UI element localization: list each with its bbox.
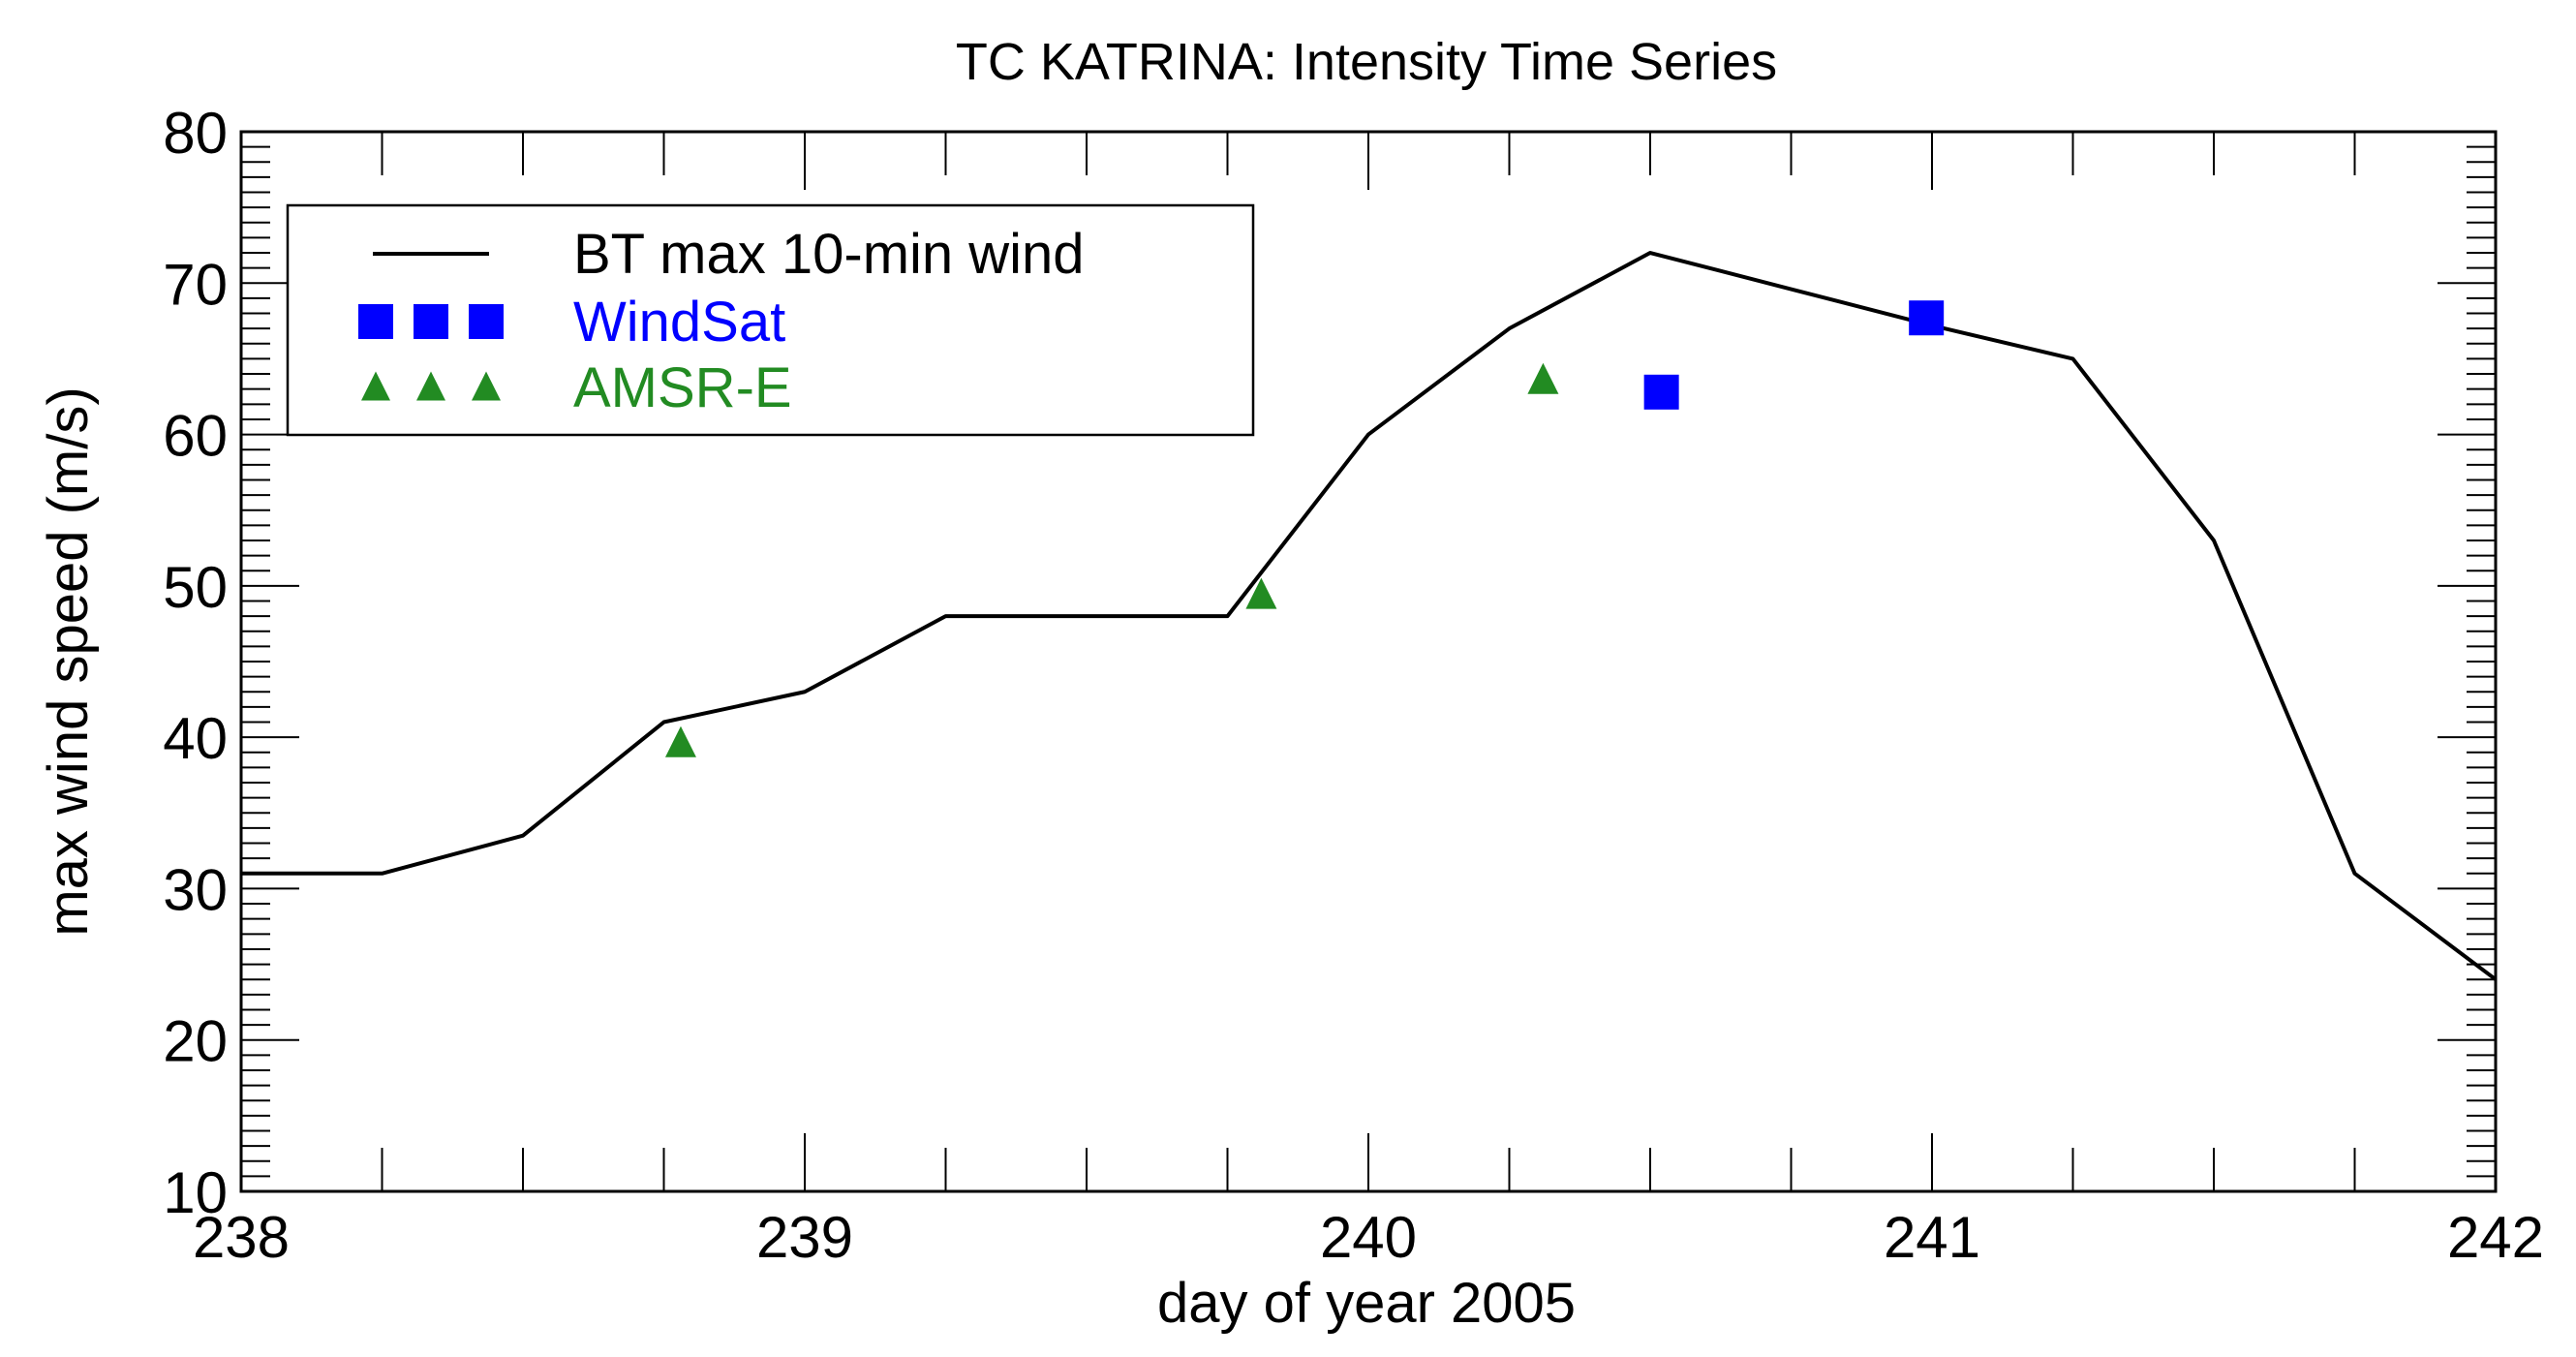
- x-tick-label: 238: [193, 1205, 290, 1270]
- x-axis-label: day of year 2005: [1157, 1272, 1576, 1335]
- amsr-e-marker: [361, 371, 390, 401]
- series-layer: [241, 251, 2498, 981]
- y-tick-label: 70: [163, 252, 228, 317]
- legend-label: WindSat: [573, 291, 785, 354]
- y-tick-label: 30: [163, 857, 228, 922]
- x-tick-label: 241: [1884, 1205, 1980, 1270]
- plot-frame: [239, 130, 2498, 1193]
- y-tick-label: 10: [163, 1160, 228, 1225]
- axis-ticks: [240, 131, 2497, 1192]
- y-tick-label: 20: [163, 1009, 228, 1074]
- amsr-e-marker: [664, 725, 696, 757]
- x-tick-label: 242: [2447, 1205, 2544, 1270]
- x-tick-label: 240: [1320, 1205, 1417, 1270]
- amsr-e-marker: [472, 371, 501, 401]
- legend-label: AMSR-E: [573, 356, 792, 419]
- tick-labels: 238 239 240 241 242 10 20 30 40 50 60 70 80: [163, 101, 2544, 1270]
- y-tick-label: 40: [163, 706, 228, 771]
- y-tick-label: 60: [163, 404, 228, 469]
- windsat-marker: [469, 304, 504, 339]
- chart-title: TC KATRINA: Intensity Time Series: [956, 33, 1777, 91]
- y-axis-label: max wind speed (m/s): [37, 386, 100, 936]
- windsat-marker: [414, 304, 448, 339]
- windsat-marker: [358, 304, 393, 339]
- amsr-e-marker: [416, 371, 445, 401]
- bt-wind-line: [241, 251, 2498, 981]
- y-tick-label: 50: [163, 555, 228, 620]
- windsat-marker: [1909, 300, 1945, 336]
- y-tick-label: 80: [163, 101, 228, 166]
- legend-label: BT max 10-min wind: [573, 223, 1085, 286]
- x-tick-label: 239: [756, 1205, 853, 1270]
- legend-box: [286, 203, 1255, 437]
- windsat-marker: [1643, 374, 1679, 410]
- amsr-e-marker: [1527, 362, 1559, 394]
- amsr-e-marker: [1245, 577, 1277, 609]
